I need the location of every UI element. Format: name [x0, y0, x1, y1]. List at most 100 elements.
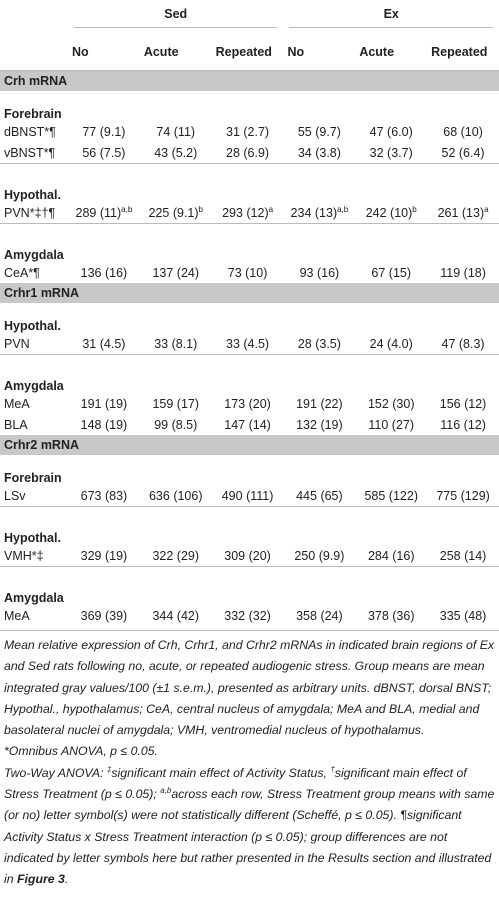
- cell: 159 (17): [152, 396, 200, 411]
- note-paragraph: *Omnibus ANOVA, p ≤ 0.05.: [4, 741, 495, 762]
- note-superscript: a,b: [160, 785, 172, 795]
- column-header: Acute: [355, 34, 428, 71]
- table-body: Crh mRNA Forebrain dBNST*¶ 77 (9.1) 74 (11) 3…: [0, 70, 499, 631]
- cell: 173 (20): [224, 396, 271, 411]
- row-label: PVN: [4, 336, 30, 351]
- cell: 261 (13)a: [427, 202, 499, 224]
- cell: 152 (30): [367, 396, 415, 411]
- group-title: Hypothal.: [4, 319, 61, 333]
- cell-value: 234 (13): [290, 205, 338, 220]
- cell: 156 (12): [439, 396, 487, 411]
- row-label: vBNST*¶: [4, 145, 56, 160]
- group-header: Sed: [68, 0, 283, 34]
- cell: 332 (32): [211, 605, 284, 631]
- cell: 56 (7.5): [82, 145, 126, 160]
- cell: 329 (19): [80, 548, 128, 563]
- group-title-row: Forebrain: [0, 455, 499, 485]
- cell: 585 (122): [364, 488, 418, 503]
- cell: 67 (15): [371, 265, 412, 280]
- row-label: PVN*‡†¶: [4, 205, 56, 220]
- cell: 284 (16): [367, 548, 415, 563]
- cell: 132 (19): [296, 417, 343, 432]
- data-row: PVN 31 (4.5) 33 (8.1) 33 (4.5) 28 (3.5) 24 (4…: [0, 333, 499, 355]
- group-title-row: Amygdala: [0, 566, 499, 605]
- group-title-row: Forebrain: [0, 91, 499, 121]
- section-row: Crhr2 mRNA: [0, 435, 499, 455]
- cell: 490 (111): [221, 488, 274, 503]
- note-text: Mean relative expression of Crh, Crhr1, …: [4, 638, 495, 738]
- group-title: Amygdala: [0, 223, 499, 262]
- cell: 110 (27): [368, 417, 415, 432]
- cell: 116 (12): [440, 417, 486, 432]
- row-label: CeA*¶: [4, 265, 40, 280]
- data-row: MeA 191 (19) 159 (17) 173 (20) 191 (22) 152 (…: [0, 393, 499, 414]
- table-notes: Mean relative expression of Crh, Crhr1, …: [0, 631, 499, 891]
- cell: 148 (19): [80, 417, 128, 432]
- cell: 28 (3.5): [297, 336, 341, 351]
- cell-superscript: a,b: [121, 204, 133, 214]
- cell: 225 (9.1)b: [140, 202, 212, 224]
- section-row: Crhr1 mRNA: [0, 283, 499, 303]
- cell-value: 293 (12): [222, 205, 269, 220]
- cell: 147 (14): [224, 417, 271, 432]
- data-row: dBNST*¶ 77 (9.1) 74 (11) 31 (2.7) 55 (9.7) 47…: [0, 121, 499, 142]
- cell: 31 (2.7): [226, 124, 270, 139]
- column-header: Repeated: [211, 34, 284, 71]
- group-title-row: Hypothal.: [0, 303, 499, 333]
- row-label: MeA: [0, 605, 68, 631]
- group-title: Hypothal.: [0, 163, 499, 202]
- cell: 293 (12)a: [212, 202, 284, 224]
- section-title: Crh mRNA: [0, 70, 499, 91]
- cell: 119 (18): [440, 265, 486, 280]
- cell-superscript: a,b: [337, 204, 349, 214]
- cell-value: 261 (13): [437, 205, 485, 220]
- note-text: Two-Way ANOVA:: [4, 765, 107, 780]
- cell: 43 (5.2): [154, 145, 198, 160]
- note-text: significant main effect of Activity Stat…: [111, 765, 331, 780]
- note-superscript: †: [330, 764, 335, 774]
- section-row: Crh mRNA: [0, 70, 499, 91]
- cell: 335 (48): [427, 605, 499, 631]
- column-header: Repeated: [427, 34, 499, 71]
- row-label: BLA: [4, 417, 28, 432]
- cell: 636 (106): [148, 488, 203, 503]
- group-title-row: Hypothal.: [0, 506, 499, 545]
- cell: 191 (22): [296, 396, 343, 411]
- cell: 47 (6.0): [369, 124, 413, 139]
- cell-value: 242 (10): [365, 205, 413, 220]
- cell: 73 (10): [227, 265, 268, 280]
- cell: 378 (36): [355, 605, 428, 631]
- group-label: Ex: [289, 7, 493, 28]
- section-title: Crhr1 mRNA: [0, 283, 499, 303]
- group-title: Hypothal.: [0, 506, 499, 545]
- cell: 33 (4.5): [226, 336, 270, 351]
- section-title: Crhr2 mRNA: [0, 435, 499, 455]
- cell: 28 (6.9): [226, 145, 270, 160]
- cell: 47 (8.3): [441, 336, 485, 351]
- row-label: VMH*‡: [4, 548, 44, 563]
- note-text: significant main effect of Stress Treatm…: [4, 765, 467, 802]
- cell: 33 (8.1): [154, 336, 198, 351]
- group-title-row: Amygdala: [0, 223, 499, 262]
- cell: 136 (16): [80, 265, 128, 280]
- group-header-row: Sed Ex: [0, 0, 499, 34]
- data-row: BLA 148 (19) 99 (8.5) 147 (14) 132 (19) 110 (…: [0, 414, 499, 435]
- data-table: Sed Ex No Acute Repeated No Acute Repeated Crh …: [0, 0, 499, 631]
- cell: 289 (11)a,b: [68, 202, 140, 224]
- cell: 258 (14): [439, 548, 487, 563]
- column-header-row: No Acute Repeated No Acute Repeated: [0, 34, 499, 71]
- table-header: Sed Ex No Acute Repeated No Acute Repeated: [0, 0, 499, 71]
- cell: 369 (39): [68, 605, 140, 631]
- note-text: *Omnibus ANOVA, p ≤ 0.05.: [4, 744, 158, 759]
- cell-superscript: b: [412, 204, 417, 214]
- group-title: Forebrain: [4, 107, 62, 121]
- group-title: Amygdala: [0, 354, 499, 393]
- data-row: PVN*‡†¶ 289 (11)a,b 225 (9.1)b 293 (12)a 234…: [0, 202, 499, 224]
- data-row: CeA*¶ 136 (16) 137 (24) 73 (10) 93 (16) 67 (1…: [0, 262, 499, 283]
- group-title: Amygdala: [0, 566, 499, 605]
- cell: 74 (11): [156, 124, 196, 139]
- cell: 322 (29): [152, 548, 200, 563]
- cell-value: 289 (11): [75, 205, 122, 220]
- row-label: MeA: [4, 396, 30, 411]
